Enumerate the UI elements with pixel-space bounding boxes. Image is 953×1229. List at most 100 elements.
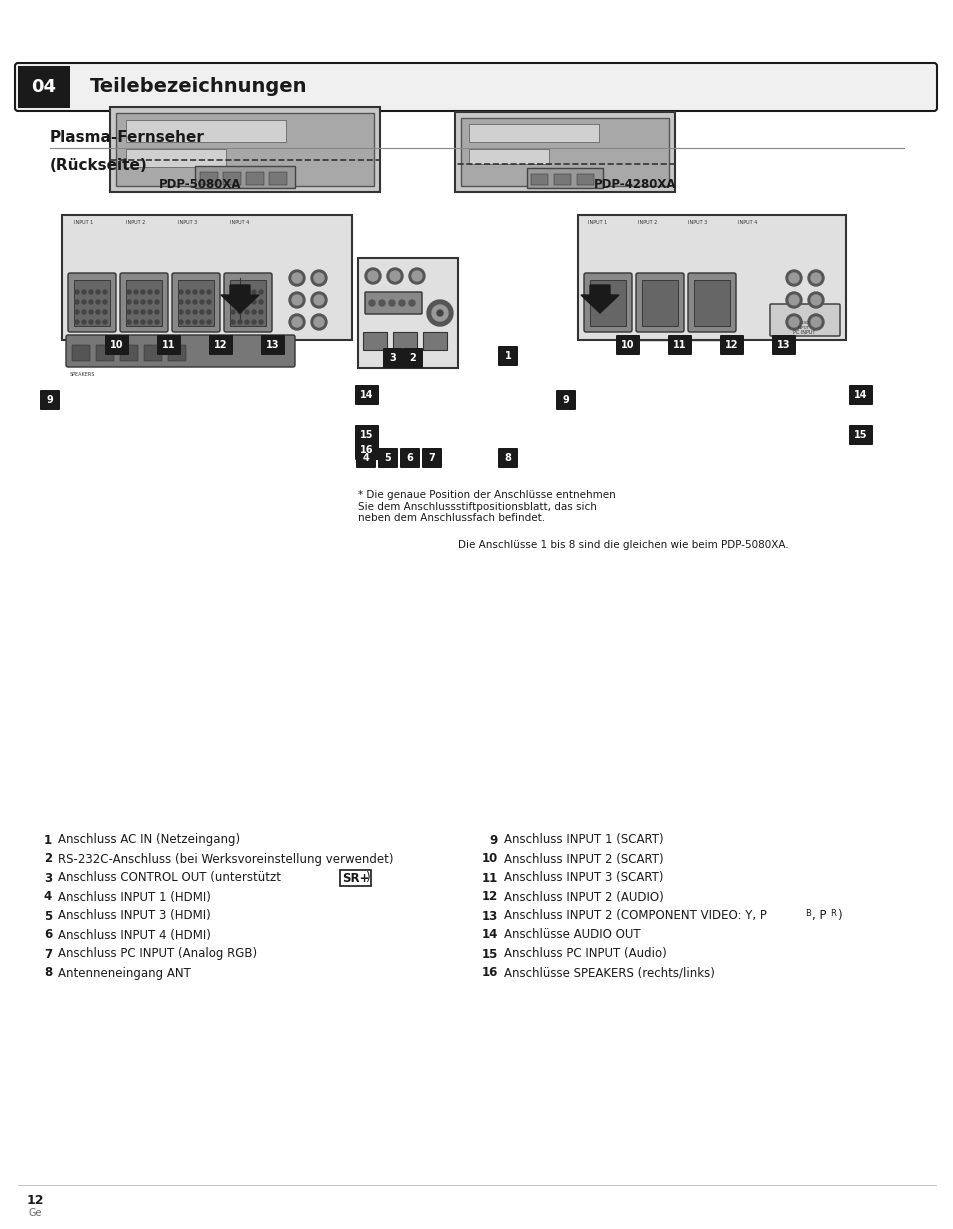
Circle shape	[810, 295, 821, 305]
Bar	[554, 175, 571, 186]
Circle shape	[179, 300, 183, 304]
Circle shape	[200, 290, 204, 294]
FancyBboxPatch shape	[693, 280, 729, 326]
FancyBboxPatch shape	[618, 318, 738, 340]
FancyBboxPatch shape	[771, 336, 795, 355]
Text: (Rückseite): (Rückseite)	[50, 157, 148, 172]
FancyBboxPatch shape	[18, 66, 70, 108]
FancyBboxPatch shape	[116, 113, 374, 186]
Circle shape	[186, 290, 190, 294]
Circle shape	[186, 300, 190, 304]
Text: 13: 13	[777, 340, 790, 350]
Text: 9: 9	[489, 833, 497, 847]
Circle shape	[365, 268, 380, 284]
Circle shape	[390, 272, 399, 281]
Text: 12: 12	[724, 340, 738, 350]
FancyBboxPatch shape	[194, 166, 294, 188]
Circle shape	[258, 310, 263, 313]
FancyBboxPatch shape	[460, 118, 668, 186]
Circle shape	[82, 310, 86, 313]
Bar	[142, 322, 166, 336]
Circle shape	[311, 293, 327, 308]
Circle shape	[258, 300, 263, 304]
Text: 16: 16	[360, 445, 374, 455]
Circle shape	[96, 300, 100, 304]
Circle shape	[409, 300, 415, 306]
Text: * Die genaue Position der Anschlüsse entnehmen
Sie dem Anschlussstiftpositionsbl: * Die genaue Position der Anschlüsse ent…	[357, 490, 615, 524]
FancyBboxPatch shape	[589, 280, 625, 326]
Circle shape	[311, 270, 327, 286]
Bar	[531, 175, 547, 186]
Text: 2: 2	[409, 353, 416, 363]
FancyBboxPatch shape	[769, 304, 840, 336]
Circle shape	[75, 310, 79, 313]
Circle shape	[258, 290, 263, 294]
Bar	[172, 322, 195, 336]
FancyBboxPatch shape	[421, 449, 441, 468]
Circle shape	[148, 310, 152, 313]
FancyBboxPatch shape	[636, 273, 683, 332]
Circle shape	[179, 320, 183, 324]
Circle shape	[807, 270, 823, 286]
Circle shape	[103, 320, 107, 324]
Circle shape	[186, 310, 190, 313]
Text: 7: 7	[44, 948, 52, 961]
FancyBboxPatch shape	[126, 149, 226, 167]
Bar	[200, 172, 218, 186]
Text: 14: 14	[360, 390, 374, 399]
Circle shape	[292, 295, 302, 305]
Text: , P: , P	[811, 909, 825, 923]
FancyArrow shape	[221, 285, 258, 313]
Bar	[679, 322, 700, 336]
Circle shape	[231, 300, 234, 304]
Text: Anschluss INPUT 2 (AUDIO): Anschluss INPUT 2 (AUDIO)	[503, 891, 663, 903]
Text: ): )	[365, 871, 369, 885]
Bar	[112, 322, 136, 336]
Text: 6: 6	[44, 928, 52, 941]
Text: 10: 10	[111, 340, 124, 350]
FancyBboxPatch shape	[157, 336, 181, 355]
Text: 12: 12	[214, 340, 228, 350]
Bar	[202, 322, 226, 336]
FancyBboxPatch shape	[469, 124, 598, 143]
FancyBboxPatch shape	[178, 280, 213, 326]
Text: 10: 10	[481, 853, 497, 865]
FancyBboxPatch shape	[355, 449, 375, 468]
FancyBboxPatch shape	[848, 385, 872, 406]
Circle shape	[427, 300, 453, 326]
Circle shape	[785, 293, 801, 308]
Circle shape	[311, 313, 327, 331]
Bar	[246, 172, 264, 186]
Circle shape	[207, 290, 211, 294]
Text: Anschluss INPUT 2 (COMPONENT VIDEO: Y, P: Anschluss INPUT 2 (COMPONENT VIDEO: Y, P	[503, 909, 766, 923]
Text: 9: 9	[562, 395, 569, 406]
Circle shape	[103, 310, 107, 313]
Bar	[96, 345, 113, 361]
Text: SPEAKERS: SPEAKERS	[70, 372, 95, 377]
Text: PC INPUT: PC INPUT	[792, 331, 814, 336]
Circle shape	[292, 317, 302, 327]
FancyBboxPatch shape	[15, 63, 936, 111]
FancyBboxPatch shape	[230, 280, 266, 326]
Circle shape	[788, 317, 799, 327]
Circle shape	[237, 290, 242, 294]
Circle shape	[245, 300, 249, 304]
Text: 4: 4	[44, 891, 52, 903]
Bar	[120, 345, 138, 361]
FancyBboxPatch shape	[126, 280, 162, 326]
FancyBboxPatch shape	[377, 449, 397, 468]
Bar	[577, 175, 594, 186]
Text: 7: 7	[428, 454, 435, 463]
Circle shape	[252, 300, 255, 304]
Circle shape	[127, 310, 131, 313]
Circle shape	[179, 310, 183, 313]
Circle shape	[289, 313, 305, 331]
FancyBboxPatch shape	[526, 168, 602, 188]
Text: Anschluss PC INPUT (Analog RGB): Anschluss PC INPUT (Analog RGB)	[58, 948, 257, 961]
FancyBboxPatch shape	[355, 385, 378, 406]
Circle shape	[231, 290, 234, 294]
FancyBboxPatch shape	[667, 336, 691, 355]
Text: 16: 16	[481, 966, 497, 980]
FancyBboxPatch shape	[62, 215, 352, 340]
Circle shape	[96, 320, 100, 324]
